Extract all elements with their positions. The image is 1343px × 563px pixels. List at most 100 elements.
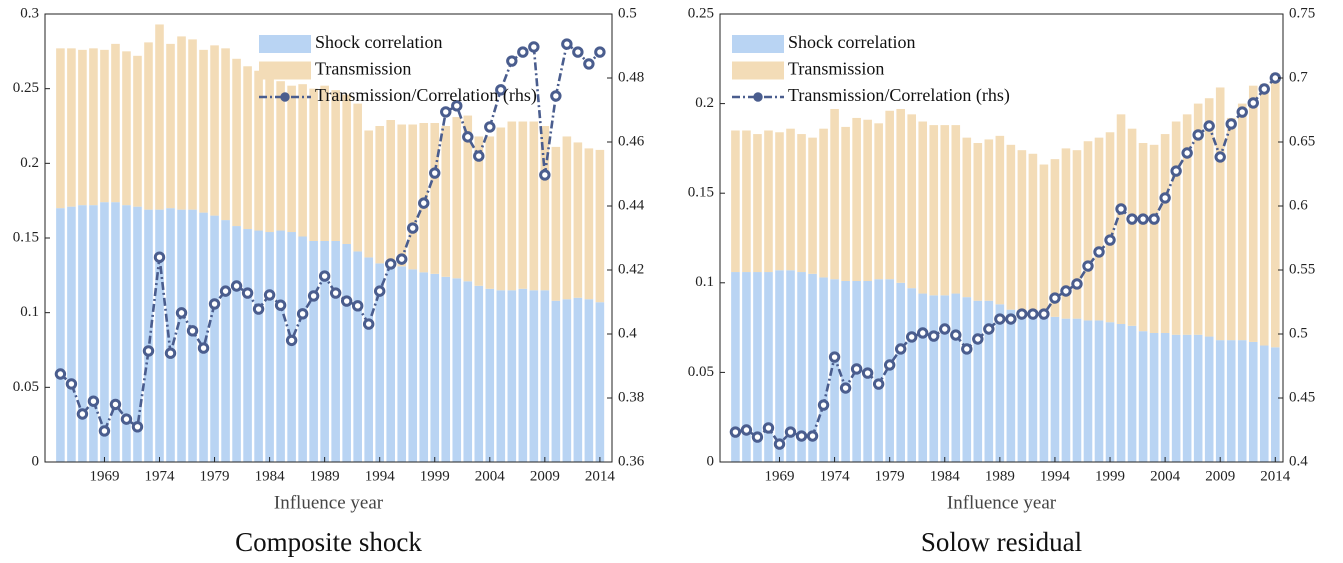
bar xyxy=(221,48,230,221)
bar xyxy=(951,125,961,294)
legend-label: Transmission xyxy=(315,59,411,79)
point-marker xyxy=(109,398,122,411)
bar xyxy=(199,49,208,213)
panel: 0 0.05 0.1 0.15 0.2 0.25 0.4 0.45 0.5 0.55 0.6 0.65… xyxy=(688,5,1316,557)
point-marker xyxy=(961,343,973,355)
point-marker xyxy=(1247,97,1259,109)
bar xyxy=(1138,143,1148,332)
bar xyxy=(551,146,561,301)
bar xyxy=(573,142,583,298)
point-marker xyxy=(197,342,210,354)
y2-tick-label: 0.65 xyxy=(1289,133,1315,149)
bar xyxy=(742,272,751,462)
bar xyxy=(342,94,351,244)
bar xyxy=(320,240,329,462)
bar xyxy=(819,277,828,462)
x-tick-label: 1969 xyxy=(89,468,119,484)
bar xyxy=(133,55,142,207)
bar xyxy=(1171,121,1181,335)
y2-tick-label: 0.42 xyxy=(618,261,644,277)
bar xyxy=(210,215,219,462)
bar xyxy=(309,240,318,462)
bar xyxy=(1006,309,1016,462)
chart-title: Solow residual xyxy=(921,527,1082,557)
point-marker xyxy=(429,167,441,179)
bar xyxy=(155,209,164,462)
bar xyxy=(232,58,241,227)
x-tick-label: 1994 xyxy=(1040,468,1071,484)
bar xyxy=(962,137,972,298)
y-tick-label: 0.2 xyxy=(695,95,714,111)
point-marker xyxy=(1060,285,1072,297)
point-marker xyxy=(451,100,463,112)
point-marker xyxy=(373,285,386,297)
bar xyxy=(100,202,109,462)
bar xyxy=(797,272,806,462)
bar xyxy=(463,115,473,282)
bar xyxy=(1237,340,1247,462)
bar xyxy=(122,51,131,206)
point-marker xyxy=(850,363,863,375)
point-marker xyxy=(131,421,144,433)
bar xyxy=(529,290,539,462)
point-marker xyxy=(462,131,474,143)
bar xyxy=(474,285,484,462)
panel: 0 0.05 0.1 0.15 0.2 0.25 0.3 0.36 0.38 0.4 0.42 0.4… xyxy=(13,5,645,557)
bar xyxy=(485,136,495,289)
point-marker xyxy=(950,329,962,341)
y-tick-label: 0.15 xyxy=(13,229,39,245)
point-marker xyxy=(274,299,287,311)
point-marker xyxy=(872,378,885,390)
bar xyxy=(210,45,219,216)
bar xyxy=(973,300,983,462)
legend-marker xyxy=(753,92,763,102)
bar xyxy=(1105,322,1115,462)
point-marker xyxy=(828,351,841,363)
bar xyxy=(353,251,362,462)
y-tick-label: 0.1 xyxy=(20,304,39,320)
bar xyxy=(507,290,517,462)
bar xyxy=(111,202,120,462)
bar xyxy=(452,278,462,462)
point-marker xyxy=(972,333,984,345)
bar xyxy=(243,229,252,462)
point-marker xyxy=(263,289,276,301)
bar xyxy=(529,121,539,291)
bar xyxy=(1237,103,1247,341)
x-tick-label: 1989 xyxy=(985,468,1015,484)
point-marker xyxy=(1159,192,1171,204)
point-marker xyxy=(65,378,78,390)
point-marker xyxy=(894,343,907,355)
bar xyxy=(1160,134,1170,333)
chart-title: Composite shock xyxy=(235,527,422,557)
bar xyxy=(1215,340,1225,462)
point-marker xyxy=(1005,313,1017,325)
point-marker xyxy=(1181,147,1193,159)
bar xyxy=(1270,73,1280,348)
point-marker xyxy=(1137,213,1149,225)
bar xyxy=(276,81,285,231)
bar xyxy=(584,299,594,462)
bar xyxy=(775,132,784,271)
point-marker xyxy=(473,150,485,162)
point-marker xyxy=(495,84,507,96)
bar xyxy=(573,297,583,462)
bar xyxy=(133,206,142,462)
bar xyxy=(595,149,605,303)
y2-tick-label: 0.75 xyxy=(1289,5,1315,21)
point-marker xyxy=(939,323,951,335)
point-marker xyxy=(164,347,177,359)
bar xyxy=(1072,318,1082,462)
bar xyxy=(1083,320,1093,462)
x-tick-label: 1999 xyxy=(420,468,450,484)
point-marker xyxy=(1236,106,1248,118)
bar xyxy=(962,297,972,462)
bar xyxy=(452,117,462,279)
bar xyxy=(67,206,76,462)
bar xyxy=(551,300,561,462)
bar xyxy=(808,273,817,462)
bar xyxy=(364,130,373,258)
bar xyxy=(819,128,828,278)
bar xyxy=(265,232,274,462)
point-marker xyxy=(285,334,298,347)
